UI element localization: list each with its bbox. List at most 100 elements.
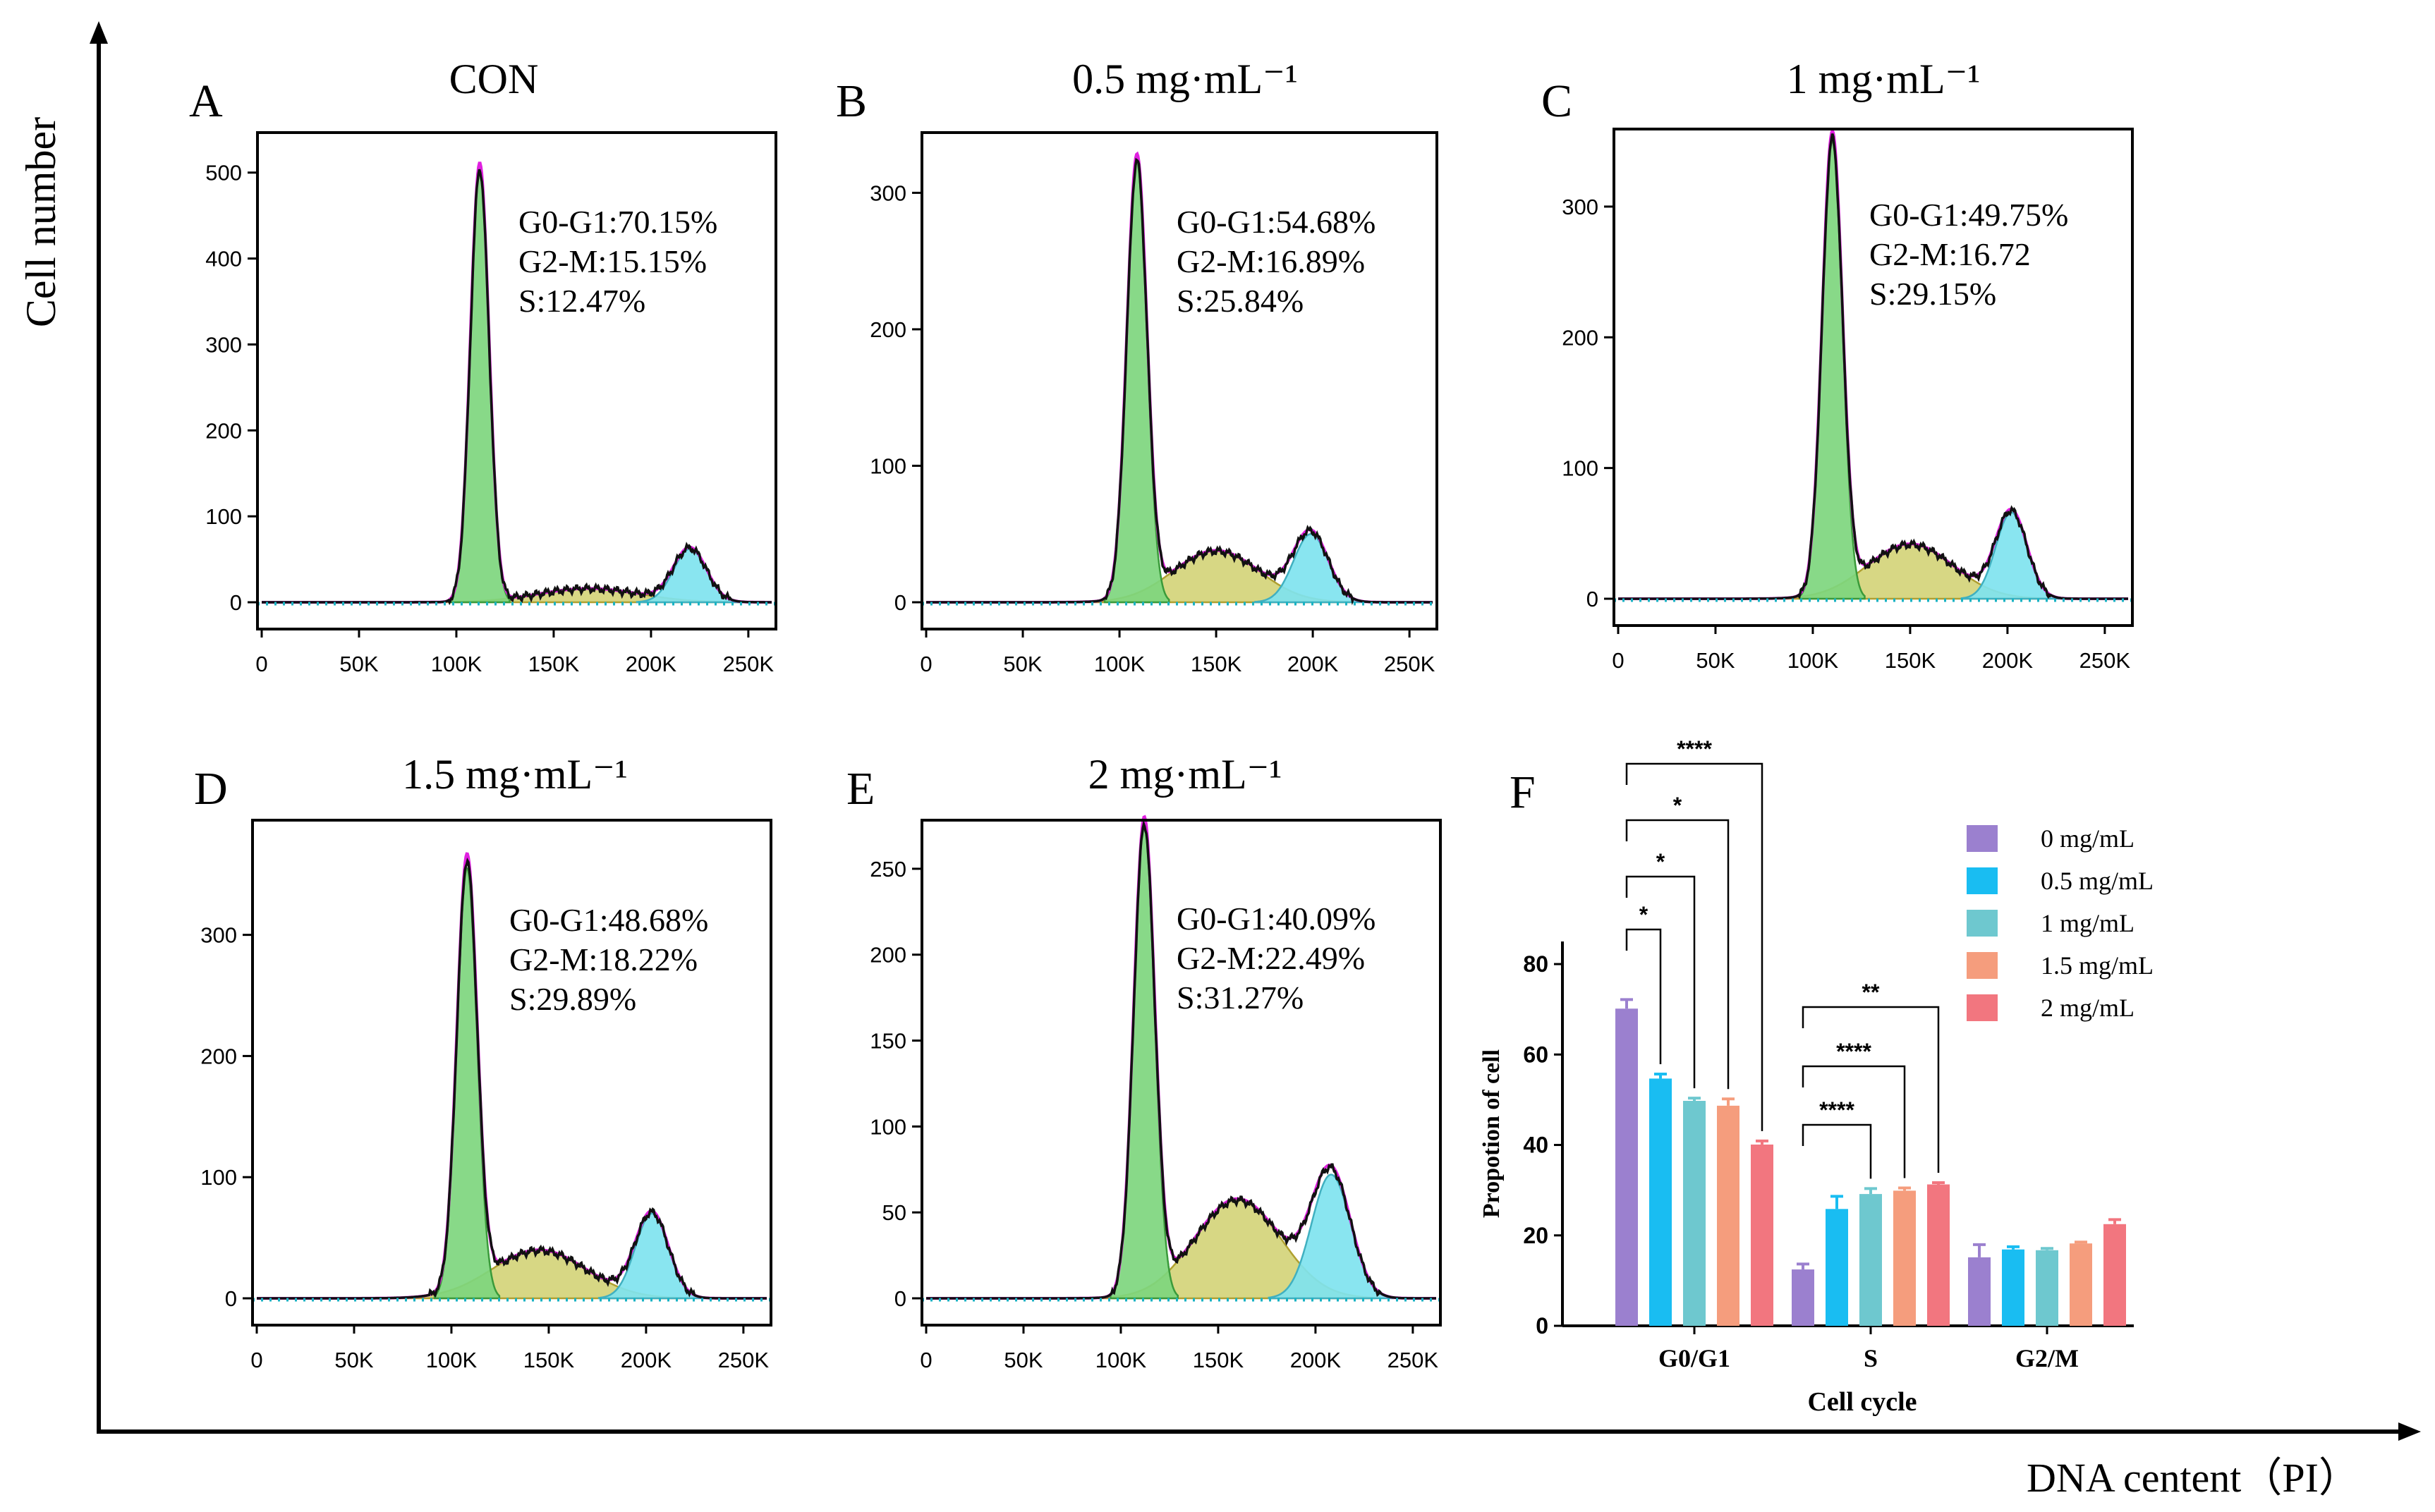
y-tick-label: 250 bbox=[870, 857, 906, 882]
bar-y-axis-label: Propotion of cell bbox=[1478, 1049, 1505, 1218]
legend-entry: 1 mg/mL bbox=[2041, 909, 2135, 937]
x-tick-label: 0 bbox=[255, 652, 267, 676]
bar-y-tick-label: 0 bbox=[1536, 1313, 1548, 1339]
panel-title: 0.5 mg·mL⁻¹ bbox=[1072, 56, 1298, 102]
bar bbox=[1615, 1008, 1638, 1326]
y-tick-label: 300 bbox=[870, 181, 906, 205]
legend-swatch bbox=[1967, 994, 1998, 1021]
x-tick-label: 0 bbox=[920, 652, 932, 676]
x-tick-label: 200K bbox=[621, 1348, 672, 1372]
x-tick-label: 150K bbox=[1193, 1348, 1244, 1372]
bar bbox=[1893, 1190, 1916, 1326]
phase-percentage-text: S:25.84% bbox=[1177, 283, 1304, 319]
bar bbox=[1927, 1184, 1950, 1326]
x-tick-label: 0 bbox=[920, 1348, 932, 1372]
y-tick-label: 100 bbox=[1562, 456, 1598, 481]
x-tick-label: 200K bbox=[1982, 648, 2034, 673]
panel-label-e: E bbox=[846, 763, 875, 815]
bar bbox=[1826, 1209, 1848, 1326]
legend-swatch bbox=[1967, 952, 1998, 979]
y-tick-label: 300 bbox=[205, 332, 242, 357]
panel-label-b: B bbox=[836, 75, 867, 127]
legend-swatch bbox=[1967, 910, 1998, 937]
fit-curve bbox=[926, 815, 1436, 1300]
significance-label: **** bbox=[1819, 1097, 1854, 1123]
raw-histogram-line bbox=[257, 857, 767, 1300]
phase-percentage-text: G0-G1:54.68% bbox=[1177, 204, 1376, 240]
y-tick-label: 100 bbox=[870, 453, 906, 478]
outer-y-arrowhead bbox=[90, 21, 108, 44]
x-tick-label: 200K bbox=[1290, 1348, 1342, 1372]
x-tick-label: 50K bbox=[1696, 648, 1735, 673]
phase-percentage-text: G2-M:22.49% bbox=[1177, 940, 1365, 976]
y-tick-label: 100 bbox=[870, 1114, 906, 1139]
significance-label: * bbox=[1673, 793, 1682, 818]
bar-category-label: S bbox=[1864, 1344, 1878, 1372]
y-tick-label: 200 bbox=[200, 1044, 237, 1068]
x-tick-label: 100K bbox=[1095, 1348, 1147, 1372]
bar-x-axis-label: Cell cycle bbox=[1807, 1387, 1917, 1417]
phase-percentage-text: G2-M:16.89% bbox=[1177, 243, 1365, 279]
histogram-panel-e: E 2 mg·mL⁻¹ 0 50 100 150 200 250 0 50K 100K 150K 200… bbox=[846, 751, 1442, 1372]
panel-frame bbox=[921, 819, 1442, 1327]
x-tick-label: 250K bbox=[2079, 648, 2131, 673]
y-tick-label: 50 bbox=[882, 1200, 906, 1225]
bar bbox=[1683, 1101, 1706, 1326]
x-tick-label: 200K bbox=[1287, 652, 1339, 676]
significance-bracket bbox=[1802, 1065, 1906, 1178]
significance-label: * bbox=[1656, 849, 1665, 874]
phase-percentage-text: G2-M:16.72 bbox=[1869, 236, 2031, 272]
bar-y-tick-label: 40 bbox=[1523, 1133, 1548, 1158]
y-tick-label: 200 bbox=[870, 317, 906, 342]
bar-y-tick-label: 20 bbox=[1523, 1223, 1548, 1248]
significance-bracket bbox=[1625, 928, 1662, 1064]
bar bbox=[2070, 1243, 2092, 1326]
bar bbox=[1792, 1269, 1814, 1326]
raw-histogram-line bbox=[926, 819, 1436, 1300]
x-tick-label: 250K bbox=[1387, 1348, 1439, 1372]
raw-histogram-line bbox=[926, 157, 1433, 606]
bar bbox=[1649, 1078, 1672, 1326]
panel-title: 2 mg·mL⁻¹ bbox=[1088, 751, 1282, 798]
phase-percentage-text: G0-G1:49.75% bbox=[1869, 197, 2068, 233]
x-tick-label: 100K bbox=[1787, 648, 1839, 673]
significance-bracket bbox=[1625, 875, 1696, 1089]
x-tick-label: 0 bbox=[250, 1348, 262, 1372]
x-tick-label: 50K bbox=[1003, 652, 1042, 676]
x-tick-label: 250K bbox=[718, 1348, 770, 1372]
panel-frame bbox=[1613, 128, 2134, 627]
panel-title: 1.5 mg·mL⁻¹ bbox=[402, 751, 628, 798]
panel-label-f: F bbox=[1510, 767, 1536, 818]
outer-x-arrowhead bbox=[2398, 1422, 2421, 1441]
raw-histogram-line bbox=[1618, 133, 2128, 600]
x-axis-label: DNA centent（PI） bbox=[2027, 1455, 2360, 1501]
phase-percentage-text: G0-G1:70.15% bbox=[518, 204, 717, 240]
significance-label: * bbox=[1639, 902, 1648, 927]
bar-y-tick-label: 60 bbox=[1523, 1042, 1548, 1067]
bar bbox=[2103, 1224, 2126, 1326]
y-tick-label: 0 bbox=[225, 1286, 237, 1311]
y-tick-label: 100 bbox=[205, 504, 242, 529]
bar bbox=[2036, 1250, 2058, 1326]
x-tick-label: 50K bbox=[339, 652, 378, 676]
panel-label-d: D bbox=[194, 763, 228, 815]
y-tick-label: 0 bbox=[894, 1286, 906, 1311]
legend-swatch bbox=[1967, 867, 1998, 894]
panel-frame bbox=[251, 819, 772, 1327]
phase-percentage-text: S:29.15% bbox=[1869, 276, 1996, 312]
y-tick-label: 400 bbox=[205, 247, 242, 272]
significance-label: **** bbox=[1677, 736, 1712, 762]
phase-percentage-text: S:12.47% bbox=[518, 283, 645, 319]
phase-percentage-text: S:29.89% bbox=[509, 981, 636, 1017]
bar bbox=[1859, 1194, 1882, 1326]
bar bbox=[1717, 1105, 1739, 1326]
x-tick-label: 150K bbox=[1885, 648, 1936, 673]
panel-label-c: C bbox=[1541, 75, 1572, 127]
histogram-panel-d: D 1.5 mg·mL⁻¹ 0 100 200 300 0 50K 100K 150K 200K 25… bbox=[194, 751, 772, 1372]
panel-frame bbox=[256, 131, 777, 630]
y-axis-label: Cell number bbox=[18, 117, 64, 327]
significance-label: ** bbox=[1862, 980, 1880, 1005]
panel-label-a: A bbox=[189, 75, 223, 127]
y-tick-label: 0 bbox=[1586, 587, 1598, 611]
